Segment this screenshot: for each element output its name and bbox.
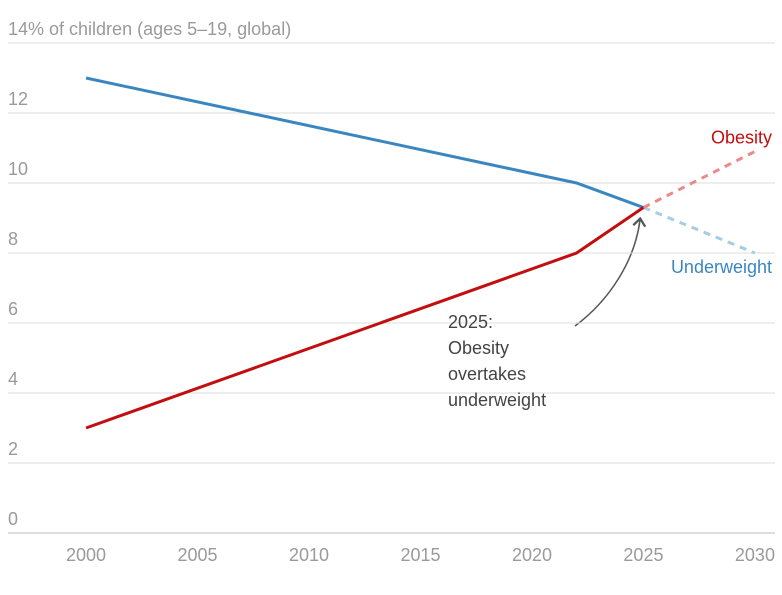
y-tick-label: 2 [8,439,18,459]
x-tick-label: 2010 [289,545,329,565]
series-label: Obesity [711,127,772,147]
annotation-arrow [574,216,647,327]
projection-line [642,206,756,255]
series-label: Underweight [671,257,772,277]
annotation-text: underweight [448,390,546,410]
projection-line [642,150,756,209]
series-line [85,206,645,430]
x-tick-label: 2005 [177,545,217,565]
x-tick-label: 2025 [623,545,663,565]
x-tick-label: 2015 [400,545,440,565]
annotation-text: overtakes [448,364,526,384]
y-tick-label: 8 [8,229,18,249]
x-tick-label: 2030 [735,545,775,565]
y-tick-label: 12 [8,89,28,109]
annotation-text: 2025: [448,312,493,332]
series-line [85,76,644,209]
x-tick-label: 2020 [512,545,552,565]
y-tick-label: 0 [8,509,18,529]
y-tick-label: 4 [8,369,18,389]
y-tick-label: 14% of children (ages 5–19, global) [8,19,291,39]
y-tick-label: 10 [8,159,28,179]
y-tick-label: 6 [8,299,18,319]
x-tick-label: 2000 [66,545,106,565]
annotation-text: Obesity [448,338,509,358]
